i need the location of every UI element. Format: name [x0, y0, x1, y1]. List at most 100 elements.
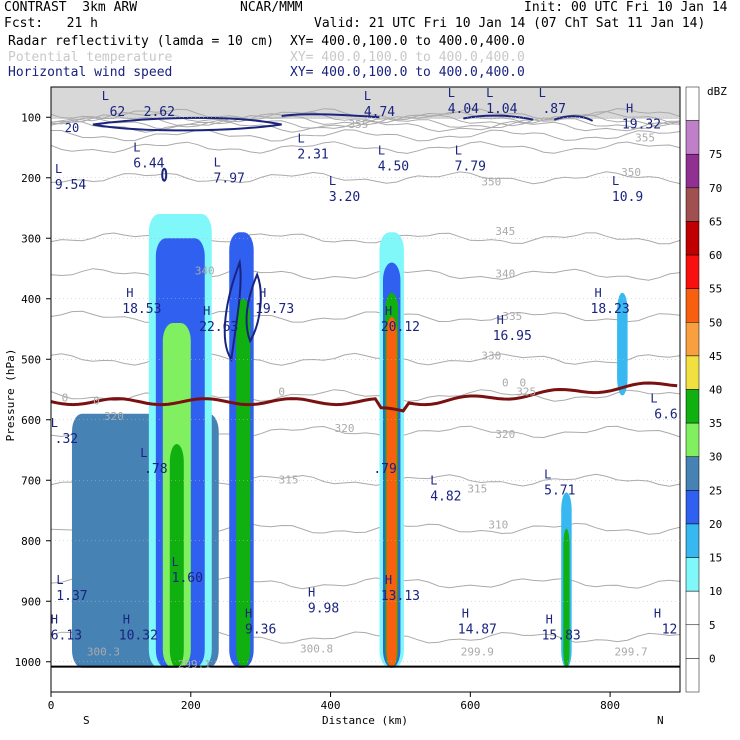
- wind-extremum-marker: L: [172, 555, 179, 569]
- model-title: CONTRAST 3km ARW: [4, 0, 138, 15]
- colorbar-label: 25: [709, 484, 722, 497]
- theta-line: [51, 116, 680, 130]
- wind-value-label: 9.36: [245, 622, 276, 637]
- wind-extremum-marker: L: [378, 144, 385, 158]
- wind-value-label: 20.12: [381, 320, 420, 335]
- wind-extremum-marker: L: [364, 89, 371, 103]
- theta-label: 315: [467, 482, 487, 495]
- colorbar-swatch: [685, 120, 700, 155]
- wind-extremum-marker: H: [51, 613, 58, 627]
- x-tick-label: 0: [48, 699, 55, 712]
- wind-extremum-marker: L: [56, 573, 63, 587]
- wind-extremum-marker: H: [654, 606, 661, 620]
- wind-contour: [281, 113, 380, 119]
- wind-value-label: 4.82: [430, 489, 461, 504]
- zero-label: 0: [93, 395, 100, 408]
- wind-extremum-marker: H: [497, 313, 504, 327]
- wind-contour: [245, 271, 262, 344]
- x-tick-label: 600: [460, 699, 480, 712]
- wind-extremum-marker: L: [650, 392, 657, 406]
- theta-label: 350: [481, 176, 501, 189]
- x-axis: 0 200 400 600 800: [48, 692, 620, 712]
- init-time: Init: 00 UTC Fri 10 Jan 14: [524, 0, 728, 15]
- x-axis-label: Distance (km): [322, 714, 408, 727]
- wind-extremum-marker: H: [462, 606, 469, 620]
- wind-value-label: 22.63: [199, 320, 238, 335]
- wind-extremum-marker: H: [594, 286, 601, 300]
- colorbar-swatch: [685, 557, 700, 592]
- colorbar-swatch: [685, 221, 700, 256]
- wind-value-label: 6.44: [133, 157, 164, 172]
- wind-extremum-marker: L: [329, 174, 336, 188]
- colorbar-label: 35: [709, 417, 722, 430]
- y-tick-label: 1000: [15, 656, 42, 669]
- wind-extremum-marker: H: [385, 573, 392, 587]
- colorbar-swatch: [685, 490, 700, 525]
- wind-extremum-marker: L: [140, 446, 147, 460]
- colorbar-label: 5: [709, 619, 716, 632]
- wind-value-label: 9.54: [55, 178, 86, 193]
- colorbar-swatch: [685, 624, 700, 659]
- colorbar-swatch: [685, 422, 700, 457]
- reflectivity-cell: [169, 443, 184, 668]
- theta-line: [51, 171, 680, 185]
- wind-extremum-marker: H: [123, 613, 130, 627]
- wind-value-label: 7.79: [455, 160, 486, 175]
- theta-label: 340: [495, 268, 515, 281]
- wind-extremum-marker: H: [259, 286, 266, 300]
- wind-contour: [161, 167, 168, 182]
- colorbar-swatch: [685, 153, 700, 189]
- wind-value-label: 19.32: [622, 117, 661, 132]
- colorbar-swatch: [685, 355, 700, 390]
- wind-extremum-marker: H: [308, 585, 315, 599]
- wind-value-label: 12: [662, 622, 678, 637]
- colorbar-swatch: [685, 389, 700, 424]
- colorbar-label: 0: [709, 652, 716, 665]
- valid-time: Valid: 21 UTC Fri 10 Jan 14 (07 ChT Sat …: [314, 16, 706, 31]
- wind-value-label: 1.37: [56, 589, 87, 604]
- y-tick-label: 100: [21, 111, 41, 124]
- colorbar-label: 50: [709, 316, 722, 329]
- theta-label: 330: [481, 349, 501, 362]
- y-tick-label: 200: [21, 172, 41, 185]
- colorbar-label: 15: [709, 552, 722, 565]
- zero-label: 0: [519, 376, 526, 389]
- wind-extremum-marker: L: [486, 86, 493, 100]
- field-3-name: Horizontal wind speed: [8, 65, 173, 80]
- x-tick-label: 400: [321, 699, 341, 712]
- plot-frame: [50, 86, 681, 693]
- wind-value-label: 10.9: [612, 190, 643, 205]
- y-tick-label: 400: [21, 293, 41, 306]
- wind-contour: [463, 114, 534, 121]
- plot-area: 355 355 350 350 345 340 340 335 330 325 320 320 320 3…: [51, 86, 680, 692]
- x-tick-label: 800: [600, 699, 620, 712]
- theta-label: 355: [635, 131, 655, 144]
- reflectivity-cell: [617, 292, 628, 396]
- theta-label: 299.9: [461, 646, 494, 659]
- wind-extremum-marker: L: [612, 174, 619, 188]
- wind-contour: [553, 115, 594, 122]
- theta-label: 315: [279, 473, 299, 486]
- y-tick-label: 900: [21, 595, 41, 608]
- colorbar-label: 75: [709, 148, 722, 161]
- wind-value-label: .78: [144, 462, 167, 477]
- theta-label: 320: [335, 422, 355, 435]
- theta-label: 350: [621, 166, 641, 179]
- theta-label: 299.7: [615, 646, 648, 659]
- theta-line: [51, 141, 680, 154]
- colorbar-label: 55: [709, 283, 722, 296]
- wind-contour: [92, 116, 282, 132]
- colorbar-label: 10: [709, 585, 722, 598]
- wind-value-label: 7.97: [214, 172, 245, 187]
- wind-value-label: .87: [542, 102, 565, 117]
- colorbar-swatch: [685, 590, 700, 626]
- wind-extremum-marker: L: [539, 86, 546, 100]
- wind-extremum-marker: L: [51, 416, 58, 430]
- zero-labels: 0 000 0: [62, 376, 526, 407]
- theta-label: 325: [516, 386, 536, 399]
- org-label: NCAR/MMM: [240, 0, 303, 15]
- theta-line: [51, 129, 680, 142]
- theta-labels: 355 355 350 350 345 340 340 335 330 325 320 320 320 3…: [87, 118, 655, 671]
- wind-extremum-marker: H: [245, 606, 252, 620]
- colorbar-swatch: [685, 187, 700, 222]
